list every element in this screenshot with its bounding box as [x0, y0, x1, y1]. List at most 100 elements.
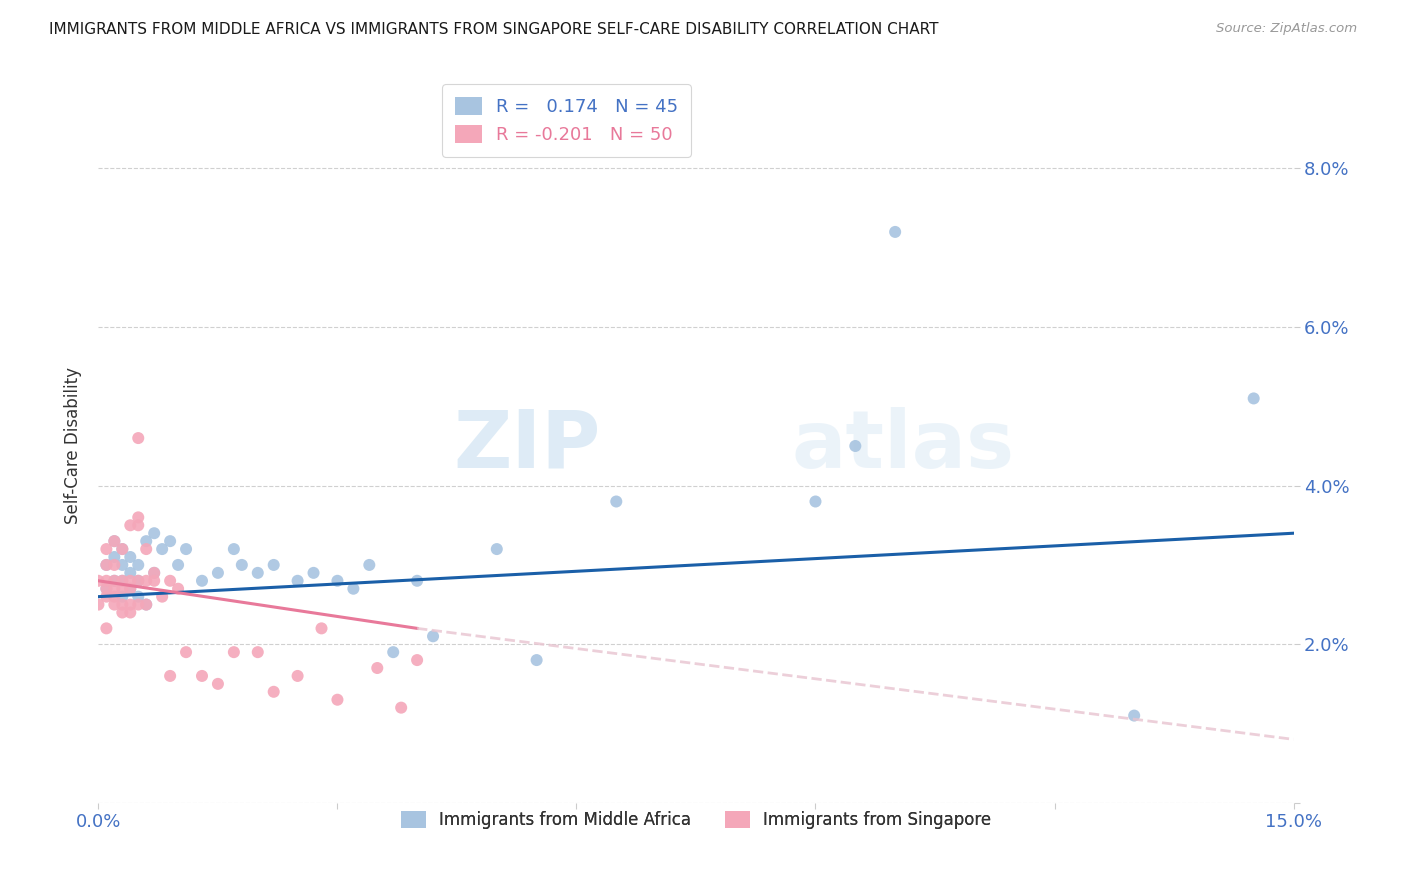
- Point: [143, 574, 166, 588]
- Point: [485, 542, 508, 557]
- Point: [127, 598, 149, 612]
- Point: [120, 606, 142, 620]
- Point: [311, 621, 333, 635]
- Point: [406, 653, 429, 667]
- Point: [287, 574, 309, 588]
- Point: [103, 534, 125, 549]
- Point: [191, 669, 214, 683]
- Point: [120, 598, 142, 612]
- Point: [135, 542, 157, 557]
- Point: [207, 677, 229, 691]
- Point: [422, 629, 444, 643]
- Point: [366, 661, 388, 675]
- Point: [167, 558, 190, 572]
- Point: [150, 590, 173, 604]
- Point: [804, 494, 827, 508]
- Point: [120, 549, 142, 564]
- Point: [127, 431, 149, 445]
- Point: [96, 582, 118, 596]
- Point: [111, 606, 134, 620]
- Point: [159, 574, 181, 588]
- Point: [111, 574, 134, 588]
- Point: [111, 542, 134, 557]
- Point: [287, 669, 309, 683]
- Point: [96, 542, 118, 557]
- Point: [103, 574, 125, 588]
- Point: [103, 582, 125, 596]
- Point: [844, 439, 866, 453]
- Point: [406, 574, 429, 588]
- Point: [167, 582, 190, 596]
- Point: [120, 566, 142, 580]
- Point: [87, 598, 110, 612]
- Point: [96, 590, 118, 604]
- Point: [127, 574, 149, 588]
- Legend: Immigrants from Middle Africa, Immigrants from Singapore: Immigrants from Middle Africa, Immigrant…: [392, 803, 1000, 838]
- Point: [127, 510, 149, 524]
- Text: IMMIGRANTS FROM MIDDLE AFRICA VS IMMIGRANTS FROM SINGAPORE SELF-CARE DISABILITY : IMMIGRANTS FROM MIDDLE AFRICA VS IMMIGRA…: [49, 22, 939, 37]
- Point: [103, 574, 125, 588]
- Point: [111, 542, 134, 557]
- Point: [222, 645, 245, 659]
- Point: [159, 669, 181, 683]
- Point: [111, 590, 134, 604]
- Point: [96, 558, 118, 572]
- Point: [96, 574, 118, 588]
- Point: [103, 534, 125, 549]
- Text: ZIP: ZIP: [453, 407, 600, 485]
- Point: [135, 574, 157, 588]
- Point: [150, 542, 173, 557]
- Point: [263, 558, 285, 572]
- Point: [884, 225, 907, 239]
- Point: [120, 574, 142, 588]
- Point: [246, 645, 269, 659]
- Point: [103, 558, 125, 572]
- Point: [103, 549, 125, 564]
- Point: [96, 582, 118, 596]
- Point: [103, 590, 125, 604]
- Point: [174, 542, 197, 557]
- Point: [302, 566, 325, 580]
- Point: [1243, 392, 1265, 406]
- Point: [120, 518, 142, 533]
- Point: [143, 566, 166, 580]
- Point: [526, 653, 548, 667]
- Y-axis label: Self-Care Disability: Self-Care Disability: [65, 368, 83, 524]
- Point: [87, 574, 110, 588]
- Point: [231, 558, 253, 572]
- Point: [263, 685, 285, 699]
- Point: [222, 542, 245, 557]
- Point: [96, 621, 118, 635]
- Point: [120, 582, 142, 596]
- Point: [389, 700, 412, 714]
- Point: [342, 582, 364, 596]
- Point: [605, 494, 627, 508]
- Point: [143, 526, 166, 541]
- Point: [207, 566, 229, 580]
- Point: [111, 582, 134, 596]
- Point: [1123, 708, 1146, 723]
- Text: Source: ZipAtlas.com: Source: ZipAtlas.com: [1216, 22, 1357, 36]
- Point: [120, 582, 142, 596]
- Point: [135, 598, 157, 612]
- Point: [359, 558, 381, 572]
- Text: atlas: atlas: [792, 407, 1015, 485]
- Point: [246, 566, 269, 580]
- Point: [382, 645, 405, 659]
- Point: [127, 518, 149, 533]
- Point: [127, 590, 149, 604]
- Point: [191, 574, 214, 588]
- Point: [326, 692, 349, 706]
- Point: [127, 574, 149, 588]
- Point: [135, 534, 157, 549]
- Point: [174, 645, 197, 659]
- Point: [96, 558, 118, 572]
- Point: [326, 574, 349, 588]
- Point: [111, 574, 134, 588]
- Point: [103, 598, 125, 612]
- Point: [159, 534, 181, 549]
- Point: [111, 558, 134, 572]
- Point: [135, 598, 157, 612]
- Point: [143, 566, 166, 580]
- Point: [111, 598, 134, 612]
